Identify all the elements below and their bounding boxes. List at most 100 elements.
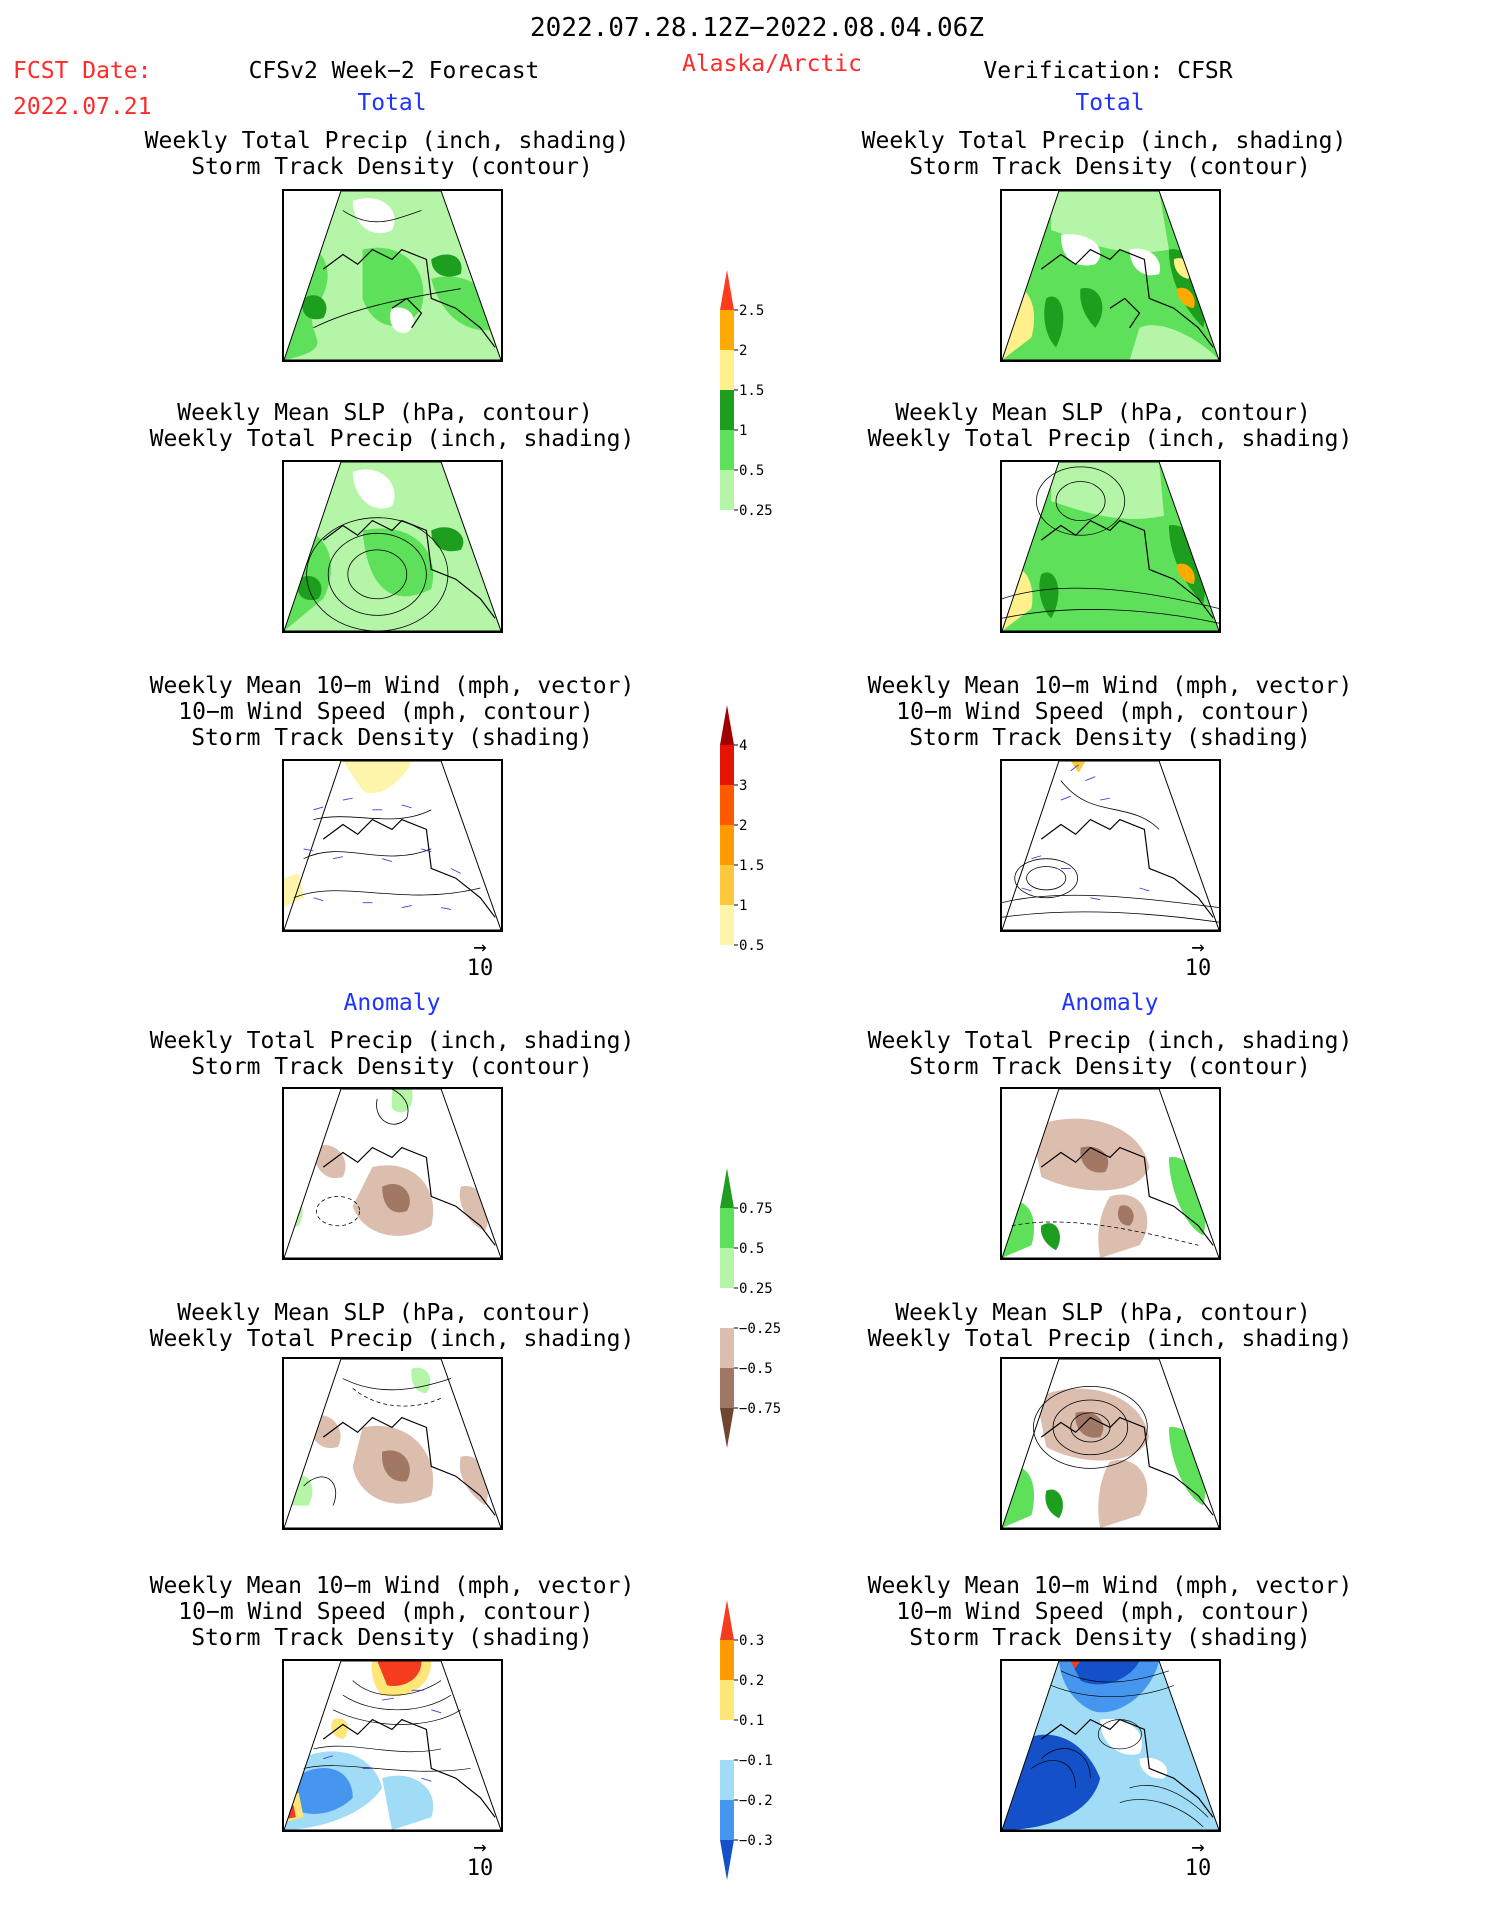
map-r6-wind-anom — [1000, 1659, 1221, 1832]
colorbar-bin — [720, 1840, 734, 1880]
arrow-right-icon: → — [473, 935, 487, 960]
map-l2-slp-precip — [282, 460, 503, 633]
colorbar-label: 0.2 — [739, 1673, 764, 1689]
colorbar-label: −0.1 — [739, 1753, 773, 1769]
colorbar-label: −0.2 — [739, 1793, 773, 1809]
title-l4-a: Weekly Total Precip (inch, shading) — [149, 1028, 635, 1054]
map-r3-wind — [1000, 759, 1221, 932]
colorbar-bin — [720, 430, 734, 470]
colorbar-bin — [720, 1328, 734, 1368]
colorbar-label: 4 — [739, 738, 747, 754]
arrow-right-icon: → — [1191, 1835, 1205, 1860]
colorbar-bin — [720, 390, 734, 430]
colorbar-bin — [720, 1408, 734, 1448]
title-l3-a: Weekly Mean 10−m Wind (mph, vector) — [149, 673, 635, 699]
vector-ref-r3: → 10 — [1168, 935, 1228, 982]
colorbar-track-total: 0.5 1 1.5 2 3 4 — [720, 705, 790, 989]
colorbar-bin — [720, 310, 734, 350]
colorbar-bin — [720, 745, 734, 785]
title-r1-b: Storm Track Density (contour) — [909, 154, 1311, 180]
vector-ref-l6: → 10 — [450, 1835, 510, 1882]
colorbar-label: 0.25 — [739, 503, 773, 519]
section-total-right: Total — [1075, 90, 1145, 116]
title-r6-c: Storm Track Density (shading) — [909, 1625, 1311, 1651]
colorbar-bin — [720, 705, 734, 745]
colorbar-label: 0.5 — [739, 938, 764, 954]
title-r6-b: 10−m Wind Speed (mph, contour) — [896, 1599, 1312, 1625]
colorbar-label: 1.5 — [739, 383, 764, 399]
colorbar-bin — [720, 1208, 734, 1248]
title-l5-b: Weekly Total Precip (inch, shading) — [149, 1326, 635, 1352]
map-r5-slp-precip-anom — [1000, 1357, 1221, 1530]
colorbar-label: 0.5 — [739, 463, 764, 479]
colorbar-label: 0.3 — [739, 1633, 764, 1649]
colorbar-bin — [720, 1800, 734, 1840]
title-l1-b: Storm Track Density (contour) — [191, 154, 593, 180]
title-l5-a: Weekly Mean SLP (hPa, contour) — [177, 1300, 593, 1326]
colorbar-label: 1 — [739, 898, 747, 914]
map-l6-wind-anom — [282, 1659, 503, 1832]
colorbar-label: 1 — [739, 423, 747, 439]
title-r3-b: 10−m Wind Speed (mph, contour) — [896, 699, 1312, 725]
colorbar-bin — [720, 1168, 734, 1208]
section-anomaly-left: Anomaly — [343, 990, 441, 1016]
colorbar-precip-anom: −0.75 −0.5 −0.25 0.25 0.5 0.75 — [720, 1168, 790, 1452]
valid-period: 2022.07.28.12Z−2022.08.04.06Z — [530, 13, 984, 43]
colorbar-bin — [720, 1720, 734, 1760]
colorbar-label: 2 — [739, 818, 747, 834]
section-anomaly-right: Anomaly — [1061, 990, 1159, 1016]
map-r1-precip-total — [1000, 189, 1221, 362]
colorbar-bin — [720, 865, 734, 905]
colorbar-bin — [720, 470, 734, 510]
title-r2-b: Weekly Total Precip (inch, shading) — [867, 426, 1353, 452]
colorbar-bin — [720, 1368, 734, 1408]
colorbar-bin — [720, 905, 734, 945]
colorbar-label: 0.5 — [739, 1241, 764, 1257]
map-l5-slp-precip-anom — [282, 1357, 503, 1530]
title-r6-a: Weekly Mean 10−m Wind (mph, vector) — [867, 1573, 1353, 1599]
colorbar-bin — [720, 1288, 734, 1328]
title-l6-c: Storm Track Density (shading) — [191, 1625, 593, 1651]
fcst-date-value: 2022.07.21 — [13, 94, 152, 120]
section-total-left: Total — [357, 90, 427, 116]
title-r4-b: Storm Track Density (contour) — [909, 1054, 1311, 1080]
colorbar-bin — [720, 1680, 734, 1720]
colorbar-label: −0.75 — [739, 1401, 781, 1417]
colorbar-bin — [720, 825, 734, 865]
title-r1-a: Weekly Total Precip (inch, shading) — [861, 128, 1347, 154]
arrow-right-icon: → — [473, 1835, 487, 1860]
map-r4-precip-anom — [1000, 1087, 1221, 1260]
colorbar-label: 3 — [739, 778, 747, 794]
colorbar-bin — [720, 510, 734, 550]
map-l1-precip-total — [282, 189, 503, 362]
title-r3-c: Storm Track Density (shading) — [909, 725, 1311, 751]
colorbar-bin — [720, 1760, 734, 1800]
colorbar-label: −0.3 — [739, 1833, 773, 1849]
colorbar-label: 0.1 — [739, 1713, 764, 1729]
model-title: CFSv2 Week−2 Forecast — [248, 58, 540, 84]
colorbar-label: −0.5 — [739, 1361, 773, 1377]
title-l3-b: 10−m Wind Speed (mph, contour) — [178, 699, 594, 725]
colorbar-bin — [720, 785, 734, 825]
colorbar-bin — [720, 1248, 734, 1288]
map-l3-wind — [282, 759, 503, 932]
title-l6-a: Weekly Mean 10−m Wind (mph, vector) — [149, 1573, 635, 1599]
title-l4-b: Storm Track Density (contour) — [191, 1054, 593, 1080]
fcst-date-label: FCST Date: — [13, 58, 152, 84]
colorbar-label: 1.5 — [739, 858, 764, 874]
colorbar-precip-total: 0.25 0.5 1 1.5 2 2.5 — [720, 270, 790, 554]
title-l2-a: Weekly Mean SLP (hPa, contour) — [177, 400, 593, 426]
title-l6-b: 10−m Wind Speed (mph, contour) — [178, 1599, 594, 1625]
arrow-right-icon: → — [1191, 935, 1205, 960]
map-r2-slp-precip — [1000, 460, 1221, 633]
title-r5-a: Weekly Mean SLP (hPa, contour) — [895, 1300, 1311, 1326]
title-r5-b: Weekly Total Precip (inch, shading) — [867, 1326, 1353, 1352]
colorbar-bin — [720, 945, 734, 985]
colorbar-label: 2 — [739, 343, 747, 359]
region-title: Alaska/Arctic — [681, 51, 863, 77]
colorbar-bin — [720, 350, 734, 390]
colorbar-track-anom: −0.3 −0.2 −0.1 0.1 0.2 0.3 — [720, 1600, 790, 1884]
vector-ref-l3: → 10 — [450, 935, 510, 982]
colorbar-bin — [720, 270, 734, 310]
map-l4-precip-anom — [282, 1087, 503, 1260]
